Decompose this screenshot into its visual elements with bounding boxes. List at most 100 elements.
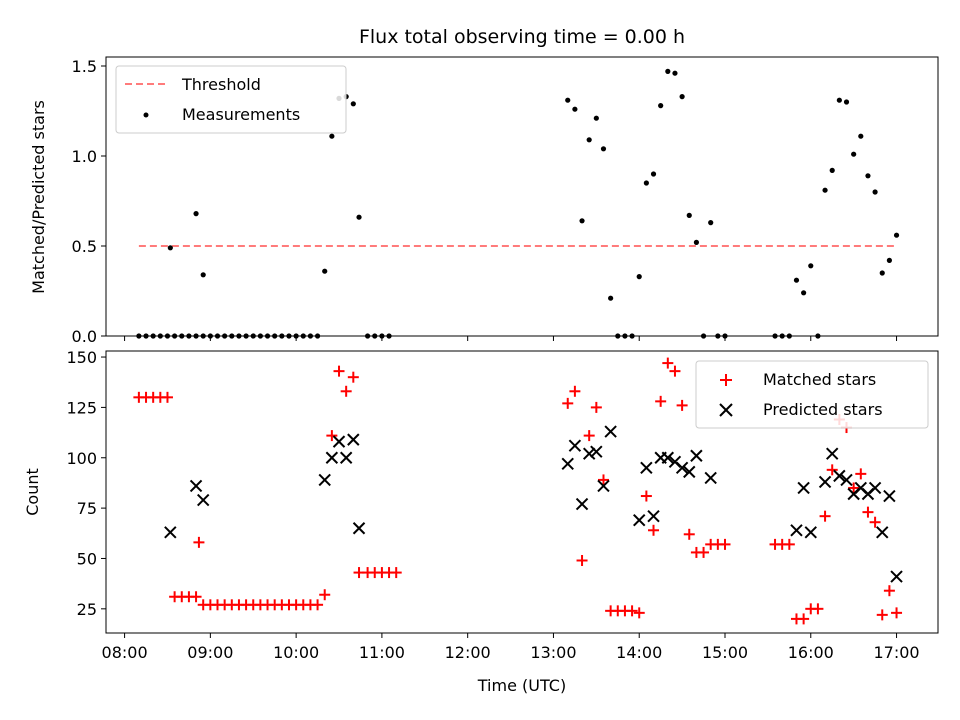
predicted-star-marker [347, 433, 360, 446]
predicted-star-marker [575, 497, 589, 511]
measurement-point [693, 239, 700, 245]
count-legend-box [695, 360, 929, 429]
count-legend: Matched stars Predicted stars [695, 360, 929, 429]
predicted-star-marker [840, 473, 853, 487]
matched-star-marker [333, 365, 345, 377]
matched-legend-swatch [720, 374, 732, 386]
measurement-point [801, 290, 807, 296]
predicted-star-marker [833, 469, 846, 483]
predicted-star-marker [325, 451, 339, 464]
ratio-y-tick-label: 0.5 [72, 237, 97, 256]
matched-star-marker [597, 474, 609, 486]
count-x-tick-label: 08:00 [102, 643, 148, 662]
count-y-tick-label: 75 [77, 499, 97, 518]
predicted-star-marker [568, 439, 582, 452]
ratio-panel-frame [105, 56, 939, 337]
predicted-star-marker [339, 451, 353, 464]
ratio-legend: Threshold Measurements [115, 65, 347, 134]
measurement-point [193, 211, 199, 217]
measurement-point [665, 68, 671, 74]
count-y-tick-label: 150 [66, 348, 97, 367]
matched-star-marker [676, 399, 688, 411]
measurement-point [322, 268, 328, 274]
predicted-star-marker [876, 526, 889, 539]
matched-star-marker [719, 538, 731, 550]
predicted-star-marker [690, 449, 703, 462]
count-x-tick-label: 14:00 [616, 643, 662, 662]
ratio-y-tick-label: 1.5 [72, 57, 97, 76]
ratio-y-axis-label: Matched/Predicted stars [29, 100, 48, 294]
predicted-star-marker [164, 526, 177, 539]
predicted-star-marker [332, 435, 346, 448]
matched-star-marker [562, 397, 574, 409]
measurement-point [708, 220, 714, 226]
predicted-star-marker [826, 447, 839, 460]
measurement-point [843, 99, 850, 105]
measurement-point [565, 97, 571, 103]
measurement-point [658, 103, 664, 109]
measurement-point [600, 146, 607, 152]
predicted-legend-label: Predicted stars [763, 400, 883, 419]
measurement-point [872, 189, 878, 195]
measurements-legend-label: Measurements [182, 105, 300, 124]
measurement-point [579, 218, 585, 224]
predicted-star-marker [189, 479, 203, 493]
count-x-tick-label: 09:00 [187, 643, 233, 662]
matched-star-marker [891, 607, 903, 619]
predicted-star-marker [604, 425, 617, 438]
count-y-axis-label: Count [23, 468, 42, 516]
predicted-star-marker [804, 526, 817, 539]
predicted-star-marker [582, 447, 596, 460]
matched-star-marker [190, 591, 202, 603]
matched-star-marker [312, 599, 324, 611]
predicted-star-marker [647, 509, 660, 523]
measurement-point [586, 137, 592, 143]
count-y-tick-label: 100 [66, 449, 97, 468]
count-y-tick-label: 25 [77, 600, 97, 619]
measurement-point [572, 106, 578, 112]
matched-star-marker [683, 528, 695, 540]
matched-star-marker [583, 430, 595, 442]
matched-star-marker [883, 585, 895, 597]
predicted-star-marker [661, 451, 675, 464]
count-panel-frame [105, 350, 939, 634]
matched-star-marker [347, 371, 359, 383]
predicted-star-marker [675, 461, 689, 475]
ratio-y-tick-label: 1.0 [72, 147, 97, 166]
predicted-star-marker [704, 471, 717, 485]
measurement-point [836, 97, 842, 103]
matched-star-marker [698, 546, 710, 558]
measurement-point [851, 151, 857, 157]
count-x-tick-label: 10:00 [273, 643, 319, 662]
predicted-legend-swatch [719, 403, 733, 417]
matched-star-marker [326, 430, 338, 442]
measurements-legend-swatch [143, 112, 149, 118]
matched-star-marker [812, 603, 824, 615]
predicted-star-marker [797, 481, 810, 495]
matched-star-marker [862, 506, 874, 518]
x-axis-label: Time (UTC) [477, 676, 566, 695]
count-x-tick-label: 12:00 [445, 643, 491, 662]
predicted-star-marker [561, 457, 574, 471]
matched-star-marker [855, 468, 867, 480]
matched-star-marker [826, 464, 838, 476]
predicted-star-marker [197, 493, 210, 507]
matched-star-marker [662, 357, 674, 369]
measurement-point [200, 272, 206, 278]
count-x-tick-label: 15:00 [702, 643, 748, 662]
matched-star-marker [319, 589, 331, 601]
predicted-stars-layer [164, 425, 903, 583]
matched-star-marker [848, 482, 860, 494]
measurement-point [679, 94, 685, 100]
predicted-star-marker [633, 513, 646, 527]
matched-star-marker [390, 567, 402, 579]
measurement-point [886, 257, 892, 263]
predicted-star-marker [890, 570, 903, 583]
count-y-tick-label: 50 [77, 549, 97, 568]
matched-star-marker [569, 385, 581, 397]
matched-star-marker [193, 536, 205, 548]
measurement-point [793, 277, 800, 283]
measurement-point [808, 263, 814, 269]
predicted-star-marker [683, 465, 696, 479]
